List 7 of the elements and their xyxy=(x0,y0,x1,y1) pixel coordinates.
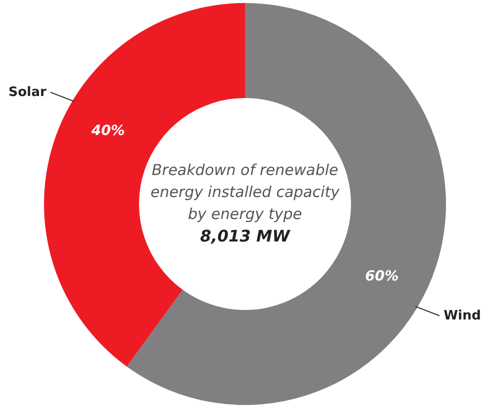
text: Breakdown of renewable energy installed capacity by energy type xyxy=(150,161,341,224)
data-label: 40% xyxy=(90,123,125,140)
slice-label: Wind xyxy=(444,308,481,324)
slice-label: Solar xyxy=(8,84,48,100)
donut-slice xyxy=(126,3,446,405)
text: 8,013 MW xyxy=(200,226,292,246)
data-label: 60% xyxy=(365,268,399,285)
